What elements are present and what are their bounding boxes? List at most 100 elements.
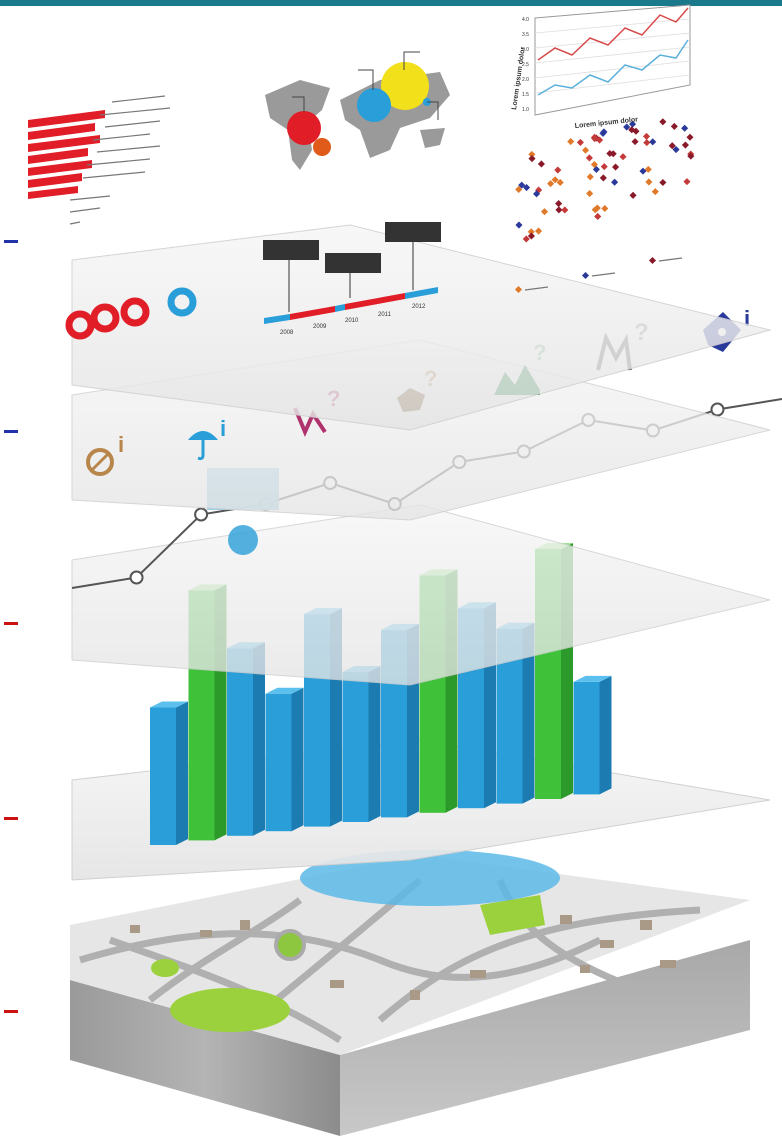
timeline-year-2008: 2008 [280, 330, 294, 336]
scatter-point-60 [591, 133, 599, 141]
scatter-point-62 [645, 178, 653, 186]
top-line-chart-ytick-3: 2.5 [522, 62, 529, 68]
scatter-point-66 [632, 127, 640, 135]
scatter-point-2 [527, 228, 535, 236]
scatter-point-50 [528, 155, 536, 163]
timeline-year-2012: 2012 [412, 304, 426, 310]
scatter-legend-swatch-0 [514, 285, 523, 294]
scatter-point-57 [586, 173, 594, 181]
scatter-point-7 [522, 235, 530, 243]
compass-info-icon: i [86, 432, 124, 476]
scatter-point-63 [591, 206, 599, 214]
side-marker-3 [4, 817, 18, 820]
svg-text:i: i [744, 306, 750, 331]
scatter-point-14 [527, 232, 535, 240]
scatter-point-68 [681, 141, 689, 149]
scatter-point-49 [576, 138, 584, 146]
scatter-legend-swatch-1 [581, 271, 590, 280]
scatter-point-25 [683, 178, 691, 186]
scatter-point-64 [523, 184, 531, 192]
side-marker-0 [4, 240, 18, 243]
scatter-legend-line-2 [658, 257, 683, 262]
scatter-point-6 [612, 163, 620, 171]
world-map-bubbles [265, 51, 450, 170]
map-buildings [130, 915, 676, 1000]
scatter-point-36 [629, 191, 637, 199]
top-line-chart: 4.0 3.5 3.0 2.5 2.0 1.5 1.0 Lorem ipsum … [511, 4, 691, 130]
top-line-chart-ytick-5: 1.5 [522, 92, 529, 98]
scatter-point-38 [528, 150, 536, 158]
side-marker-1 [4, 430, 18, 433]
top-line-chart-ytick-6: 1.0 [522, 107, 529, 113]
scatter-point-53 [672, 146, 680, 154]
scatter-point-27 [518, 181, 526, 189]
scatter-legend-swatch-2 [648, 256, 657, 265]
map-park [170, 988, 290, 1032]
line-graph-highlight [228, 525, 258, 555]
scatter-legend-line-0 [524, 286, 549, 291]
map-roundabout [274, 929, 306, 961]
scatter-legend-line-1 [591, 272, 616, 277]
top-line-chart-ytick-0: 4.0 [522, 17, 529, 23]
scatter-point-30 [515, 185, 523, 193]
map-park-small [151, 959, 179, 977]
map-park-right [480, 895, 545, 935]
scatter-point-35 [540, 208, 549, 216]
scatter-point-24 [561, 206, 569, 214]
scatter-point-58 [651, 188, 659, 196]
timeline-year-2010: 2010 [345, 318, 359, 324]
scatter-point-28 [551, 176, 559, 184]
top-line-chart-ytick-2: 3.0 [522, 47, 529, 53]
scatter-point-16 [619, 153, 627, 161]
bar-5 [342, 666, 381, 822]
scatter-point-39 [659, 178, 667, 187]
scatter-point-9 [547, 180, 555, 188]
top-accent-bar [0, 0, 782, 6]
panel-line-graph [71, 504, 771, 686]
timeline-graphic: 2008 2009 2010 2011 2012 [263, 222, 441, 336]
bar-11 [573, 675, 612, 795]
city-map-block [70, 850, 750, 1136]
top-line-chart-ytick-1: 3.5 [522, 32, 529, 38]
scatter-point-52 [590, 160, 598, 169]
scatter-point-4 [629, 120, 637, 128]
line-graph-point-10 [710, 402, 725, 417]
scatter-point-69 [582, 146, 590, 154]
umbrella-info-icon: i [188, 416, 226, 461]
scatter-point-44 [623, 123, 631, 131]
scatter-point-3 [585, 154, 593, 162]
side-markers [4, 240, 18, 1013]
scatter-point-26 [644, 165, 652, 173]
scatter-point-56 [594, 212, 602, 220]
line-graph-point-2 [194, 507, 209, 522]
scatter-point-67 [606, 149, 614, 158]
map-lake [300, 850, 560, 906]
scatter-point-1 [556, 178, 564, 186]
scatter-point-19 [586, 189, 594, 198]
line-graph-point-1 [129, 570, 144, 585]
scatter-point-46 [515, 221, 523, 229]
scatter-point-43 [537, 160, 545, 168]
map-block-side [340, 940, 750, 1136]
scatter-plot [514, 118, 695, 294]
timeline-year-2011: 2011 [378, 312, 392, 318]
scatter-point-42 [554, 166, 562, 174]
scatter-point-0 [599, 174, 607, 182]
scatter-point-23 [555, 206, 563, 214]
scatter-point-11 [686, 133, 694, 141]
scatter-point-55 [601, 204, 609, 213]
bar-3 [265, 687, 304, 832]
scatter-point-65 [687, 152, 695, 160]
horizontal-bar-chart [28, 95, 171, 225]
scatter-point-10 [631, 138, 639, 146]
svg-text:i: i [118, 432, 124, 457]
svg-text:i: i [220, 416, 226, 441]
scatter-point-15 [668, 142, 676, 150]
scatter-point-54 [535, 227, 543, 235]
timeline-year-2009: 2009 [313, 324, 327, 330]
scatter-point-21 [600, 163, 608, 171]
scatter-point-34 [670, 122, 678, 130]
scatter-point-41 [599, 129, 607, 137]
panel-infographics [71, 224, 772, 431]
